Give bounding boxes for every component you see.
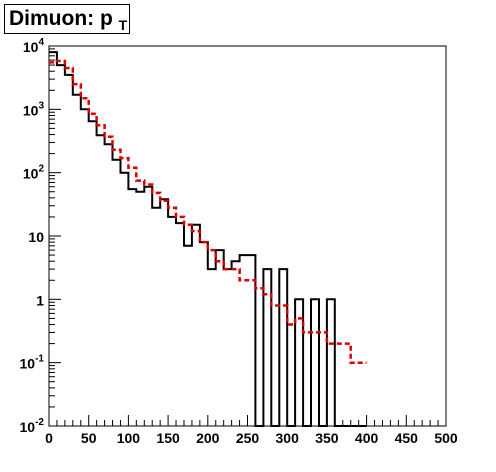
y-tick-label: 104 <box>23 37 45 55</box>
x-tick-label: 50 <box>81 430 97 446</box>
x-tick-label: 0 <box>45 430 53 446</box>
x-tick-label: 500 <box>434 430 458 446</box>
y-tick-label: 1 <box>36 292 44 308</box>
axis-layer: 0 50 100 150 200 250 300 350 400 450 500 104 103 102 1… <box>20 37 458 446</box>
histogram-layer <box>49 51 367 427</box>
plot-frame <box>48 45 447 427</box>
x-tick-label: 400 <box>355 430 379 446</box>
y-tick-label: 10-2 <box>20 417 45 435</box>
y-tick-label: 10 <box>28 229 44 245</box>
y-tick-label: 102 <box>23 164 45 182</box>
chart-title: Dimuon: p T <box>4 4 130 34</box>
x-tick-label: 150 <box>156 430 180 446</box>
x-tick-label: 450 <box>395 430 419 446</box>
y-tick-label: 10-1 <box>20 354 45 372</box>
x-tick-label: 250 <box>236 430 260 446</box>
y-tick-label: 103 <box>23 100 45 118</box>
x-tick-label: 300 <box>276 430 300 446</box>
x-tick-label: 350 <box>315 430 339 446</box>
x-tick-label: 100 <box>117 430 141 446</box>
x-tick-label: 200 <box>196 430 220 446</box>
series-0-line <box>49 51 367 427</box>
chart-title-text: Dimuon: p <box>9 7 113 30</box>
chart-title-subscript: T <box>118 17 128 33</box>
